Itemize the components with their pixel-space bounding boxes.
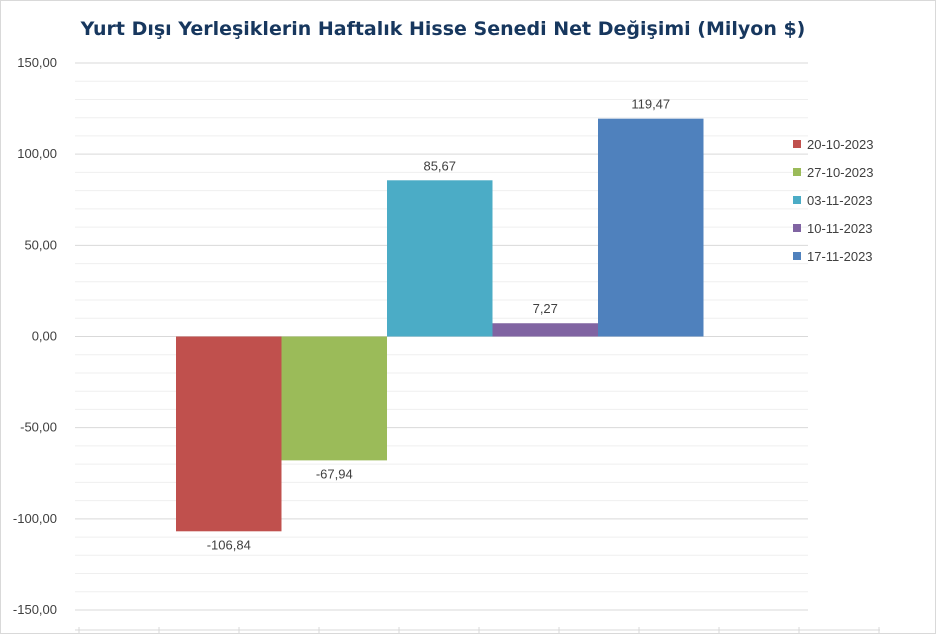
y-tick-label: -150,00 (13, 602, 57, 617)
data-label: -67,94 (316, 466, 353, 481)
data-label: 7,27 (533, 301, 558, 316)
legend-swatch (793, 196, 801, 204)
y-tick-label: 150,00 (17, 55, 57, 70)
legend-item: 10-11-2023 (793, 214, 874, 242)
y-tick-label: -100,00 (13, 511, 57, 526)
legend-label: 10-11-2023 (807, 220, 873, 236)
bar-03-11-2023 (387, 180, 493, 337)
data-label: 119,47 (631, 97, 670, 112)
y-tick-label: 0,00 (32, 329, 57, 344)
bar-17-11-2023 (598, 118, 704, 337)
legend-item: 03-11-2023 (793, 186, 874, 214)
y-tick-label: 50,00 (24, 237, 57, 252)
bar-10-11-2023 (492, 323, 598, 337)
legend-item: 27-10-2023 (793, 158, 874, 186)
legend: 20-10-2023 27-10-2023 03-11-2023 10-11-2023… (793, 130, 874, 270)
legend-swatch (793, 252, 801, 260)
y-tick-label: 100,00 (17, 146, 57, 161)
bar-27-10-2023 (281, 336, 387, 461)
data-label: -106,84 (207, 537, 251, 552)
legend-item: 20-10-2023 (793, 130, 874, 158)
legend-swatch (793, 140, 801, 148)
legend-swatch (793, 224, 801, 232)
data-label: 85,67 (423, 158, 456, 173)
chart-title: Yurt Dışı Yerleşiklerin Haftalık Hisse S… (80, 18, 806, 40)
legend-label: 03-11-2023 (807, 192, 873, 208)
legend-item: 17-11-2023 (793, 242, 874, 270)
y-tick-label: -50,00 (20, 420, 57, 435)
legend-label: 17-11-2023 (807, 248, 873, 264)
legend-label: 20-10-2023 (807, 136, 874, 152)
legend-swatch (793, 168, 801, 176)
legend-label: 27-10-2023 (807, 164, 874, 180)
bar-20-10-2023 (176, 336, 282, 532)
